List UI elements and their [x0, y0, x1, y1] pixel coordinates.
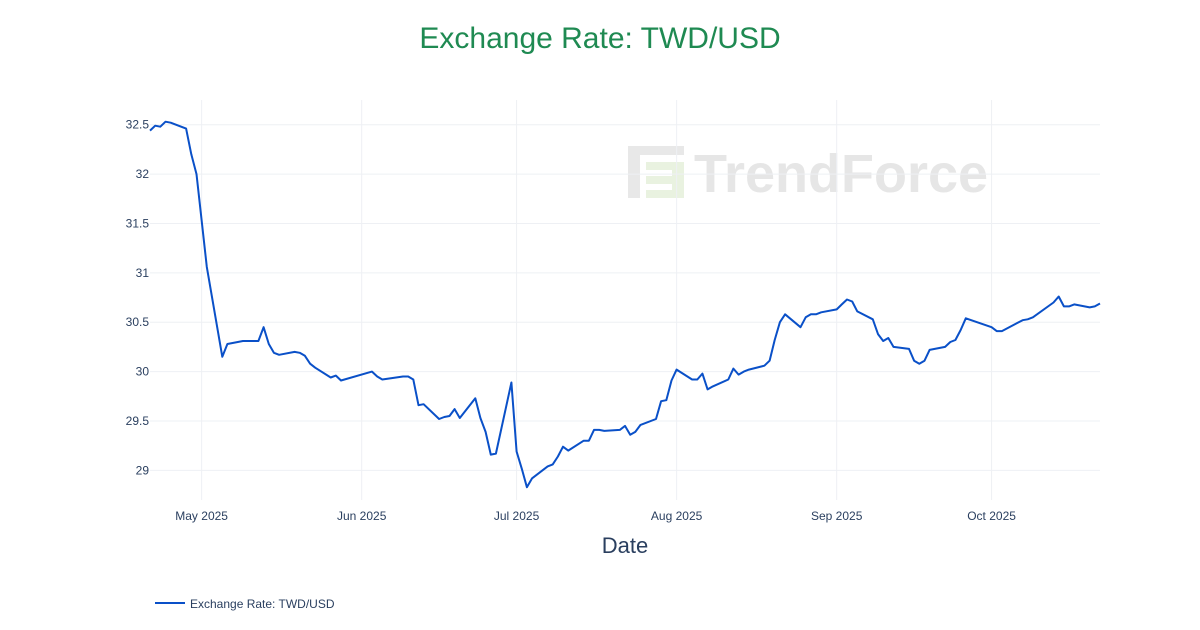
- y-tick-label: 29: [136, 463, 150, 477]
- series-group: [149, 120, 1101, 489]
- x-axis-ticks: May 2025 Jun 2025 Jul 2025 Aug 2025 Sep 2025…: [175, 509, 1016, 523]
- y-tick-label: 30.5: [126, 315, 150, 329]
- series-line-twd-usd[interactable]: [149, 120, 1101, 489]
- chart-title: Exchange Rate: TWD/USD: [419, 22, 781, 55]
- legend[interactable]: Exchange Rate: TWD/USD: [155, 597, 335, 611]
- x-tick-label: Oct 2025: [967, 509, 1016, 523]
- y-tick-label: 29.5: [126, 414, 150, 428]
- y-tick-label: 30: [136, 365, 150, 379]
- x-axis-title: Date: [602, 533, 648, 558]
- x-tick-label: May 2025: [175, 509, 228, 523]
- x-tick-label: Jul 2025: [494, 509, 540, 523]
- x-tick-label: Aug 2025: [651, 509, 703, 523]
- y-tick-label: 32: [136, 167, 150, 181]
- x-tick-label: Sep 2025: [811, 509, 863, 523]
- y-tick-label: 31: [136, 266, 150, 280]
- grid: [150, 100, 1100, 500]
- x-tick-label: Jun 2025: [337, 509, 387, 523]
- y-tick-label: 32.5: [126, 118, 150, 132]
- y-axis-ticks: 29 29.5 30 30.5 31 31.5 32 32.5: [126, 118, 150, 478]
- trendforce-logo-icon: [628, 146, 684, 198]
- y-tick-label: 31.5: [126, 216, 150, 230]
- legend-label: Exchange Rate: TWD/USD: [190, 597, 335, 611]
